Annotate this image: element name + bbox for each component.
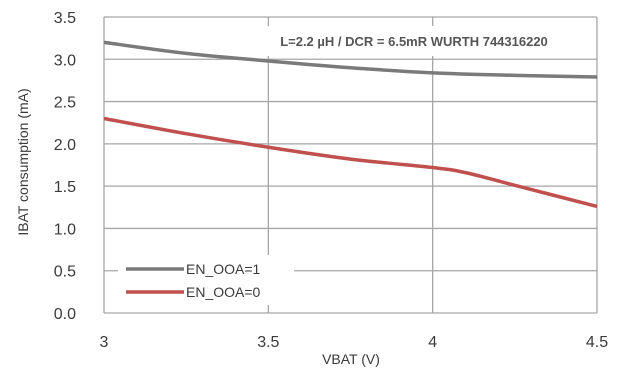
legend: EN_OOA=1 EN_OOA=0 [118, 255, 294, 305]
x-tick-label: 4.5 [586, 334, 608, 351]
y-tick-label: 2.5 [54, 95, 76, 112]
x-axis-title: VBAT (V) [322, 351, 380, 367]
series-line-en-ooa-0 [103, 116, 598, 209]
y-tick-label: 2.0 [54, 137, 76, 154]
x-tick-label: 3.5 [257, 334, 279, 351]
series-lines [103, 40, 598, 209]
y-tick-label: 1.5 [54, 179, 76, 196]
y-tick-label: 3.5 [54, 10, 76, 27]
legend-label-en-ooa-1: EN_OOA=1 [186, 261, 261, 277]
x-tick-label: 3 [100, 334, 109, 351]
y-tick-label: 3.0 [54, 52, 76, 69]
series-line-en-ooa-1 [103, 40, 598, 79]
chart-annotation: L=2.2 µH / DCR = 6.5mR WURTH 744316220 [280, 34, 548, 49]
y-tick-label: 0.0 [54, 306, 76, 323]
y-tick-label: 0.5 [54, 264, 76, 281]
x-tick-label: 4 [428, 334, 437, 351]
legend-label-en-ooa-0: EN_OOA=0 [186, 284, 261, 300]
y-axis-ticks: 0.0 0.5 1.0 1.5 2.0 2.5 3.0 3.5 [54, 10, 76, 323]
annotation-background [235, 26, 593, 56]
y-tick-label: 1.0 [54, 221, 76, 238]
x-axis-ticks: 3 3.5 4 4.5 [100, 334, 609, 351]
legend-background [118, 255, 294, 305]
y-axis-title: IBAT consumption (mA) [15, 88, 31, 235]
